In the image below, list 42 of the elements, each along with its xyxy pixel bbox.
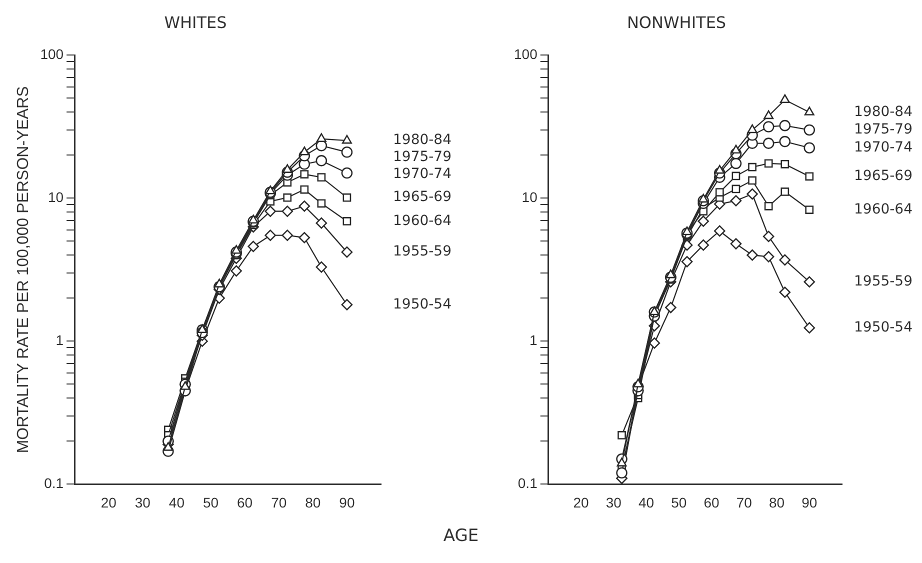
y-tick-label: 0.1 [44, 475, 64, 492]
x-tick-label: 60 [237, 494, 253, 510]
y-tick-label: 100 [40, 46, 64, 62]
text: 1950-54 [393, 296, 452, 312]
text: 1975-79 [854, 122, 912, 138]
x-tick-label: 80 [768, 494, 785, 510]
x-tick-label: 60 [704, 494, 720, 510]
text: 1965-69 [393, 189, 452, 206]
text: 1965-69 [854, 168, 912, 184]
text: 1955-59 [393, 244, 452, 260]
text: 1960-64 [854, 201, 913, 218]
y-tick-label: 100 [514, 46, 538, 62]
x-tick-label: 40 [168, 494, 185, 510]
text: 1955-59 [854, 274, 912, 290]
x-tick-label: 90 [802, 494, 818, 510]
x-tick-label: 30 [134, 494, 151, 510]
chart-title: NONWHITES [626, 12, 726, 32]
text: 1975-79 [393, 149, 452, 166]
y-tick-label: 1 [530, 332, 538, 348]
y-tick-label: 10 [48, 189, 64, 206]
x-tick-label: 40 [638, 494, 654, 510]
x-tick-label: 50 [671, 494, 687, 510]
y-tick-label: 1 [56, 332, 64, 348]
chart-title: WHITES [164, 12, 227, 32]
text: 1960-64 [393, 212, 452, 229]
y-tick-label: 10 [522, 189, 538, 206]
x-tick-label: 70 [736, 494, 752, 510]
text: 1980-84 [854, 104, 913, 120]
x-tick-label: 30 [606, 494, 622, 510]
text: 1970-74 [393, 166, 452, 182]
x-tick-label: 20 [573, 494, 589, 510]
y-tick-label: 0.1 [518, 475, 538, 492]
x-tick-label: 70 [271, 494, 287, 510]
x-axis-title: AGE [442, 526, 480, 546]
x-tick-label: 20 [100, 494, 117, 510]
text: 1980-84 [393, 132, 452, 148]
x-tick-label: 50 [202, 494, 219, 510]
x-tick-label: 90 [339, 494, 355, 510]
text: 1970-74 [854, 139, 913, 156]
x-tick-label: 80 [305, 494, 321, 510]
text: 1950-54 [854, 319, 913, 336]
y-axis-title: MORTALITY RATE PER 100,000 PERSON-YEARS [15, 86, 32, 454]
